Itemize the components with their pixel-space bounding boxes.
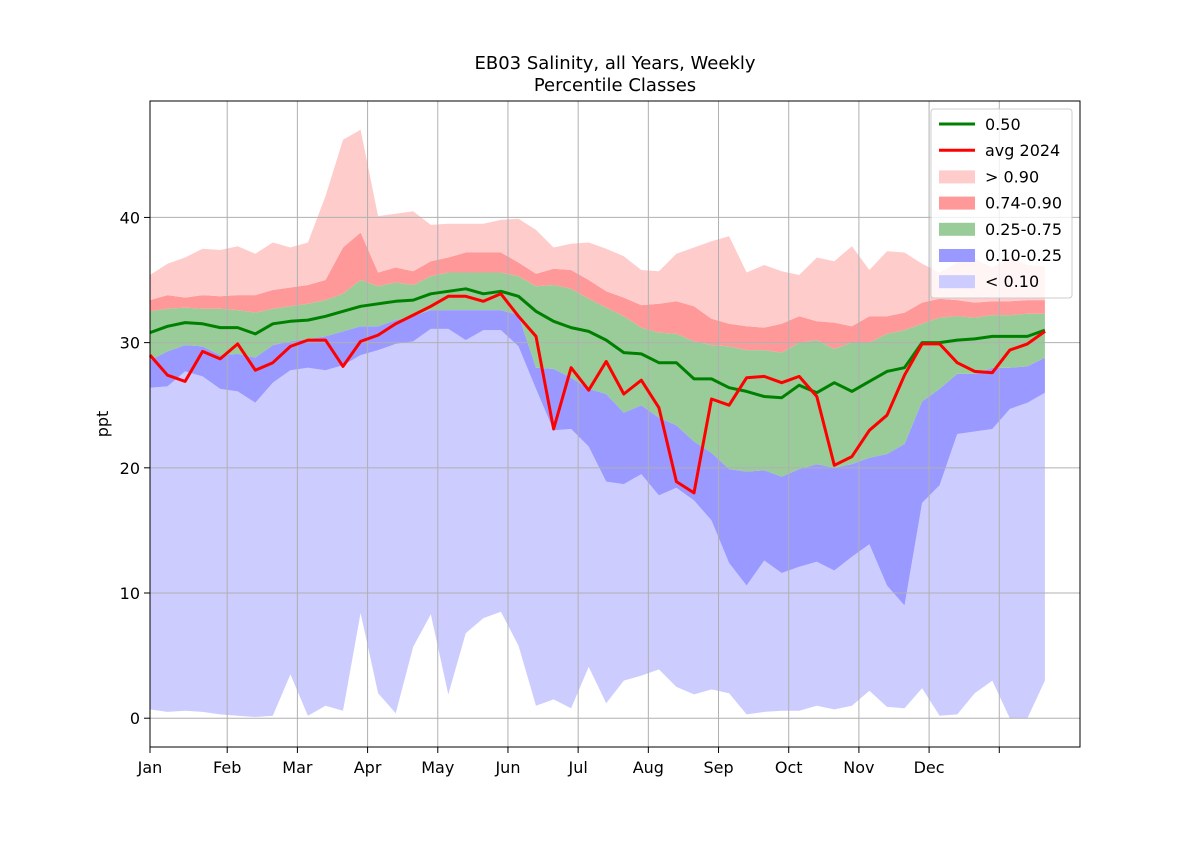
y-axis-ticks: 0 10 20 30 40 <box>120 208 150 728</box>
chart-subtitle: Percentile Classes <box>534 75 696 96</box>
plot-frame <box>149 100 1081 748</box>
x-tick-label-11: Dec <box>914 758 945 777</box>
x-tick-label-1: Feb <box>213 758 241 777</box>
x-tick-label-6: Jul <box>567 758 587 777</box>
x-tick-label-8: Sep <box>703 758 733 777</box>
series-line-0 <box>149 287 1046 400</box>
chart-title: EB03 Salinity, all Years, Weekly <box>474 53 755 74</box>
legend-label-4: 0.25-0.75 <box>985 220 1062 239</box>
legend-swatch-6 <box>939 275 975 289</box>
x-axis-ticks: Jan Feb Mar Apr May Jun Jul Aug Sep Oct Nov Dec <box>137 747 1000 777</box>
x-tick-label-10: Nov <box>843 758 874 777</box>
band-0 <box>150 328 1045 719</box>
legend-label-2: > 0.90 <box>985 167 1039 186</box>
legend-swatch-2 <box>939 170 975 184</box>
legend-label-5: 0.10-0.25 <box>985 246 1062 265</box>
series-line-1 <box>148 292 1046 495</box>
x-tick-label-3: Apr <box>354 758 382 777</box>
y-axis-label: ppt <box>93 411 112 438</box>
legend: 0.50 avg 2024 > 0.90 0.74-0.90 0.25-0.75 0.10… <box>930 108 1073 299</box>
y-tick-label-1: 10 <box>120 584 140 603</box>
band-3 <box>150 232 1045 353</box>
x-tick-label-9: Oct <box>775 758 803 777</box>
series-lines <box>148 287 1046 495</box>
legend-label-1: avg 2024 <box>985 141 1060 160</box>
legend-swatch-3 <box>939 196 975 210</box>
legend-label-0: 0.50 <box>985 115 1021 134</box>
x-tick-label-7: Aug <box>633 758 664 777</box>
y-tick-label-2: 20 <box>120 459 140 478</box>
band-1 <box>150 310 1045 606</box>
legend-swatch-4 <box>939 222 975 236</box>
x-tick-label-5: Jun <box>494 758 520 777</box>
legend-label-6: < 0.10 <box>985 272 1039 291</box>
legend-label-3: 0.74-0.90 <box>985 194 1062 213</box>
legend-swatch-5 <box>939 249 975 262</box>
y-tick-label-4: 40 <box>120 208 140 227</box>
x-tick-label-4: May <box>421 758 454 777</box>
x-tick-label-0: Jan <box>137 758 163 777</box>
y-tick-label-3: 30 <box>120 334 140 353</box>
y-tick-label-0: 0 <box>130 709 140 728</box>
band-4 <box>150 129 1045 328</box>
percentile-bands <box>150 129 1045 719</box>
x-tick-label-2: Mar <box>282 758 313 777</box>
